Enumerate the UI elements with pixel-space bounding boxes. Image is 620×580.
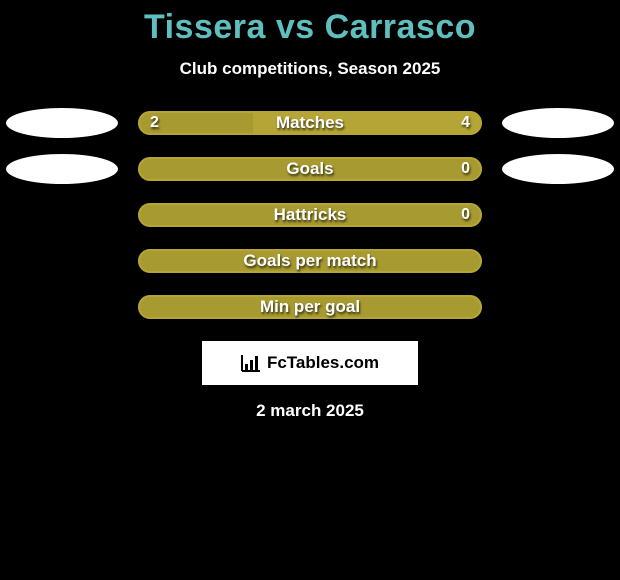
stat-bar: Goals per match (138, 249, 482, 273)
stat-bar: Min per goal (138, 295, 482, 319)
stat-rows: Matches24Goals0Hattricks0Goals per match… (0, 111, 620, 319)
team-left-disc (6, 108, 118, 138)
stat-value-right: 0 (461, 203, 470, 227)
logo-box: FcTables.com (202, 341, 418, 385)
stat-bar-right (253, 111, 482, 135)
stat-bar-left (138, 295, 482, 319)
logo-text: FcTables.com (267, 353, 379, 373)
stat-bar: Hattricks (138, 203, 482, 227)
stat-bar: Goals (138, 157, 482, 181)
subtitle: Club competitions, Season 2025 (0, 59, 620, 79)
page-title: Tissera vs Carrasco (0, 0, 620, 47)
stat-row: Hattricks0 (0, 203, 620, 227)
team-left-disc (6, 154, 118, 184)
bar-chart-icon (241, 354, 261, 372)
stat-bar: Matches (138, 111, 482, 135)
stat-row: Goals per match (0, 249, 620, 273)
stat-value-right: 4 (461, 111, 470, 135)
stat-bar-left (138, 157, 482, 181)
stat-row: Min per goal (0, 295, 620, 319)
stat-value-left: 2 (150, 111, 159, 135)
stat-bar-left (138, 249, 482, 273)
team-right-disc (502, 108, 614, 138)
stat-bar-left (138, 203, 482, 227)
stat-value-right: 0 (461, 157, 470, 181)
stat-row: Matches2 4 (0, 111, 620, 135)
team-right-disc (502, 154, 614, 184)
stat-row: Goals0 (0, 157, 620, 181)
date-text: 2 march 2025 (0, 401, 620, 421)
